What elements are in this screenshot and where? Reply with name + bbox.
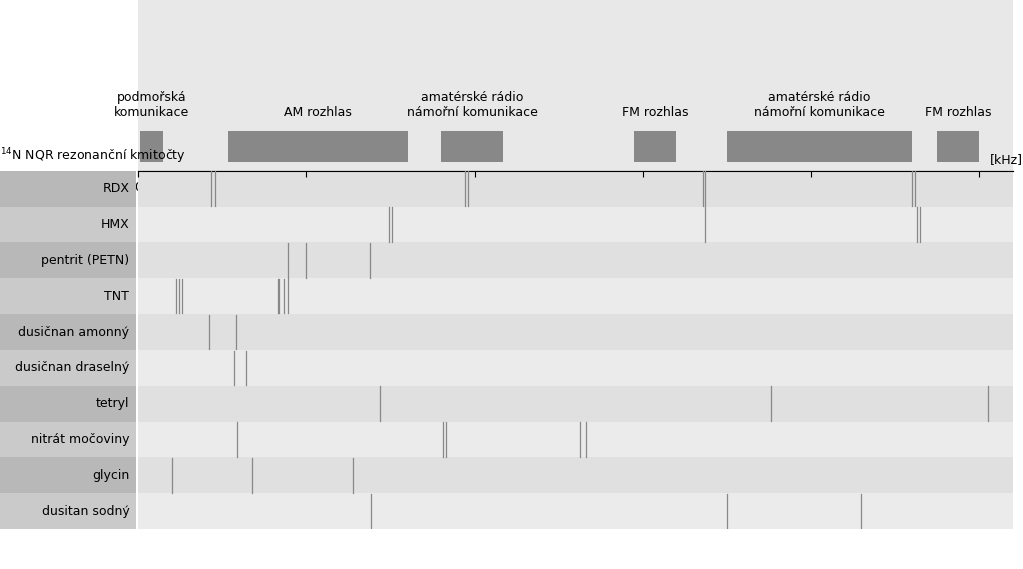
Bar bbox=[726, 131, 911, 162]
Text: [kHz]: [kHz] bbox=[990, 153, 1023, 166]
Bar bbox=[634, 131, 676, 162]
Bar bbox=[0, 314, 136, 350]
Text: dusičnan draselný: dusičnan draselný bbox=[15, 361, 129, 374]
Bar bbox=[0, 242, 136, 278]
Bar bbox=[138, 493, 1013, 529]
Text: FM rozhlas: FM rozhlas bbox=[925, 106, 991, 119]
Bar bbox=[441, 131, 503, 162]
Text: dusičnan amonný: dusičnan amonný bbox=[18, 325, 129, 339]
Bar bbox=[0, 171, 136, 207]
Text: glycin: glycin bbox=[92, 469, 129, 482]
Bar bbox=[0, 278, 136, 314]
Text: pentrit (PETN): pentrit (PETN) bbox=[41, 254, 129, 267]
Text: amatérské rádio
námořní komunikace: amatérské rádio námořní komunikace bbox=[754, 92, 885, 119]
Bar bbox=[0, 493, 136, 529]
Bar bbox=[228, 131, 408, 162]
Text: AM rozhlas: AM rozhlas bbox=[284, 106, 352, 119]
Text: $^{14}$N NQR rezonanční kmitočty: $^{14}$N NQR rezonanční kmitočty bbox=[0, 147, 186, 166]
Text: dusitan sodný: dusitan sodný bbox=[42, 505, 129, 518]
Text: HMX: HMX bbox=[100, 218, 129, 231]
Bar bbox=[138, 350, 1013, 386]
Bar bbox=[138, 386, 1013, 422]
Bar bbox=[0, 386, 136, 422]
Text: tetryl: tetryl bbox=[96, 397, 129, 410]
Bar bbox=[0, 422, 136, 457]
Bar bbox=[138, 422, 1013, 457]
Bar bbox=[138, 278, 1013, 314]
Bar bbox=[937, 131, 979, 162]
Text: TNT: TNT bbox=[104, 290, 129, 303]
Bar bbox=[0, 207, 136, 242]
Bar bbox=[0, 457, 136, 493]
Text: nitrát močoviny: nitrát močoviny bbox=[31, 433, 129, 446]
Text: FM rozhlas: FM rozhlas bbox=[622, 106, 688, 119]
Text: amatérské rádio
námořní komunikace: amatérské rádio námořní komunikace bbox=[406, 92, 537, 119]
Bar bbox=[138, 242, 1013, 278]
Bar bbox=[138, 171, 1013, 207]
Bar bbox=[138, 314, 1013, 350]
Bar bbox=[138, 457, 1013, 493]
Bar bbox=[138, 207, 1013, 242]
Text: RDX: RDX bbox=[102, 182, 129, 195]
Bar bbox=[140, 131, 164, 162]
Bar bbox=[0, 350, 136, 386]
Text: podmořská
komunikace: podmořská komunikace bbox=[115, 92, 189, 119]
